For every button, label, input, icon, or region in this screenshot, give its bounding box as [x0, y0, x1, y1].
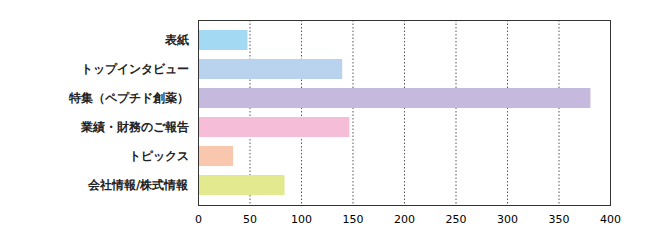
svg-text:表紙: 表紙 — [164, 33, 189, 47]
svg-text:150: 150 — [343, 213, 364, 226]
svg-text:300: 300 — [497, 213, 518, 226]
svg-text:250: 250 — [446, 213, 467, 226]
svg-text:350: 350 — [549, 213, 570, 226]
svg-text:業績・財務のご報告: 業績・財務のご報告 — [80, 120, 189, 134]
svg-text:特集（ペプチド創薬）: 特集（ペプチド創薬） — [68, 91, 189, 105]
svg-text:200: 200 — [394, 213, 415, 226]
svg-text:400: 400 — [600, 213, 621, 226]
svg-text:0: 0 — [195, 213, 202, 226]
svg-text:トピックス: トピックス — [129, 149, 189, 163]
svg-text:100: 100 — [291, 213, 312, 226]
svg-text:会社情報/株式情報: 会社情報/株式情報 — [87, 178, 189, 192]
svg-text:トップインタビュー: トップインタビュー — [81, 62, 189, 76]
svg-text:50: 50 — [243, 213, 257, 226]
